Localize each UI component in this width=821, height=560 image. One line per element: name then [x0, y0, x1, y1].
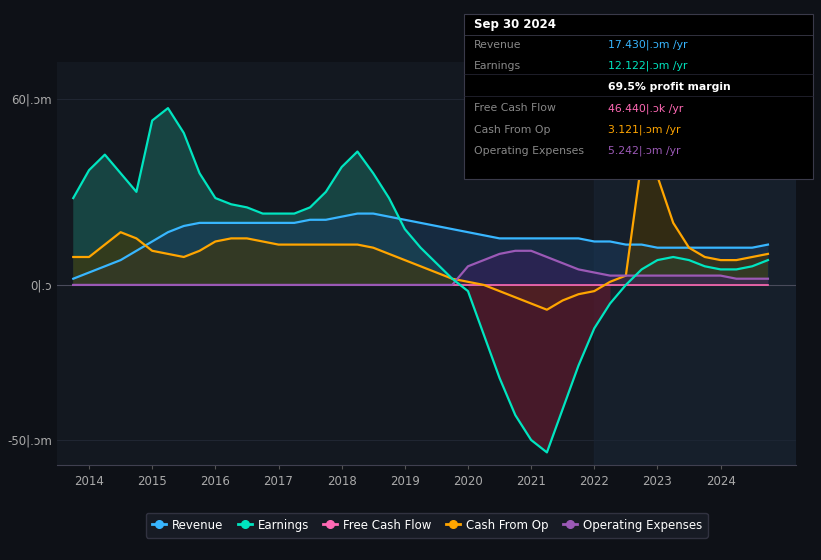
Text: Free Cash Flow: Free Cash Flow: [474, 104, 556, 114]
Text: 5.242|.ɔm /yr: 5.242|.ɔm /yr: [608, 146, 680, 156]
Text: 12.122|.ɔm /yr: 12.122|.ɔm /yr: [608, 61, 687, 71]
Legend: Revenue, Earnings, Free Cash Flow, Cash From Op, Operating Expenses: Revenue, Earnings, Free Cash Flow, Cash …: [146, 513, 708, 538]
Bar: [594, 62, 796, 465]
Text: 69.5% profit margin: 69.5% profit margin: [608, 82, 731, 92]
Text: Operating Expenses: Operating Expenses: [474, 146, 584, 156]
Text: 3.121|.ɔm /yr: 3.121|.ɔm /yr: [608, 125, 680, 135]
Text: 17.430|.ɔm /yr: 17.430|.ɔm /yr: [608, 40, 687, 50]
Text: Earnings: Earnings: [474, 61, 521, 71]
Text: Sep 30 2024: Sep 30 2024: [474, 18, 556, 31]
Text: Revenue: Revenue: [474, 40, 521, 50]
Text: Cash From Op: Cash From Op: [474, 125, 550, 135]
Text: 46.440|.ɔk /yr: 46.440|.ɔk /yr: [608, 104, 683, 114]
